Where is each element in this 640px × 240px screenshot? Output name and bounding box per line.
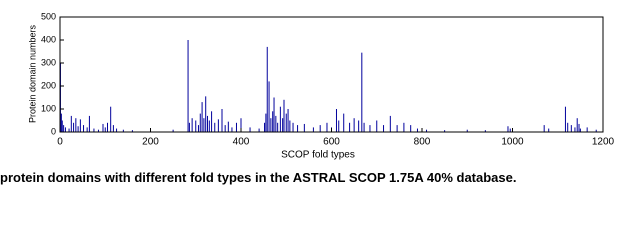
y-tick-label: 300 — [41, 57, 56, 67]
x-axis-label: SCOP fold types — [281, 150, 355, 161]
y-tick-label: 500 — [41, 11, 56, 21]
y-tick-label: 100 — [41, 103, 56, 113]
page: {"chart_data": {"type": "bar", "x_label"… — [0, 11, 615, 185]
x-tick-label: 800 — [414, 137, 431, 148]
y-axis-label: Protein domain numbers — [27, 24, 37, 123]
x-tick-label: 200 — [142, 137, 159, 148]
x-tick-label: 1200 — [592, 137, 615, 148]
plot-frame — [59, 16, 604, 133]
chart: SCOP fold types Protein domain numbers 0… — [27, 11, 615, 161]
x-tick-label: 1000 — [501, 137, 524, 148]
y-tick-label: 400 — [41, 34, 56, 44]
x-tick-label: 0 — [57, 137, 63, 148]
caption: protein domains with different fold type… — [0, 170, 517, 185]
x-tick-label: 600 — [323, 137, 340, 148]
y-tick-label: 200 — [41, 80, 56, 90]
x-tick-label: 400 — [233, 137, 250, 148]
y-tick-label: 0 — [51, 126, 56, 136]
